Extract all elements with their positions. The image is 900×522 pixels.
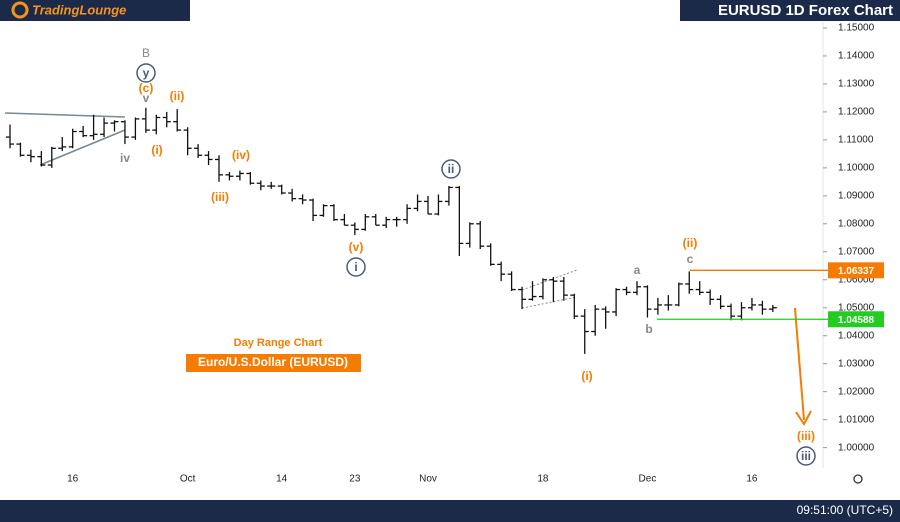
wave-label: b xyxy=(645,322,652,336)
level-box xyxy=(828,311,884,328)
level-label: 1.04588 xyxy=(838,315,875,326)
y-tick-label: 1.02000 xyxy=(838,386,875,397)
logo: TradingLounge xyxy=(32,2,126,17)
x-tick-label: 16 xyxy=(67,474,79,485)
logo-band xyxy=(0,0,190,21)
trend-line xyxy=(4,112,126,118)
y-tick-label: 1.09000 xyxy=(838,190,875,201)
y-tick-label: 1.01000 xyxy=(838,414,875,425)
y-tick-label: 1.08000 xyxy=(838,218,875,229)
wave-label: (i) xyxy=(581,369,592,383)
wave-label: iv xyxy=(120,151,130,165)
x-tick-label: Dec xyxy=(639,474,657,485)
wave-label: (iii) xyxy=(797,429,815,443)
wave-label: (v) xyxy=(349,240,364,254)
y-tick-label: 1.06000 xyxy=(838,274,875,285)
y-tick-label: 1.14000 xyxy=(838,51,875,62)
chart-title: EURUSD 1D Forex Chart xyxy=(718,2,893,19)
triangle xyxy=(4,112,126,166)
time: 09:51:00 (UTC+5) xyxy=(797,503,893,517)
wave-label: (i) xyxy=(151,143,162,157)
wave-label: iii xyxy=(801,449,811,463)
y-tick-label: 1.07000 xyxy=(838,246,875,257)
y-tick-label: 1.05000 xyxy=(838,302,875,313)
wave-label: c xyxy=(687,252,694,266)
logo-icon xyxy=(11,1,29,19)
subtitle: Day Range Chart xyxy=(234,337,323,349)
level-label: 1.06337 xyxy=(838,266,875,277)
channel-line xyxy=(521,296,578,309)
level-box xyxy=(828,262,884,279)
wave-label: ii xyxy=(448,162,455,176)
instrument: Euro/U.S.Dollar (EURUSD) xyxy=(198,355,348,369)
wave-label: (iv) xyxy=(232,148,250,162)
y-tick-label: 1.04000 xyxy=(838,330,875,341)
wave-label: (c) xyxy=(139,81,154,95)
y-tick-label: 1.15000 xyxy=(838,23,875,34)
wave-label: v xyxy=(143,91,150,105)
x-tick-label: 14 xyxy=(276,474,288,485)
title-band xyxy=(680,0,900,21)
trend-line xyxy=(39,129,126,166)
settings-icon[interactable] xyxy=(853,474,863,484)
wave-circle xyxy=(441,159,461,179)
y-tick-label: 1.11000 xyxy=(838,135,874,146)
wave-circle xyxy=(796,446,816,466)
y-tick-label: 1.03000 xyxy=(838,358,875,369)
arrow-head xyxy=(795,410,812,426)
x-tick-label: 16 xyxy=(746,474,758,485)
y-tick-label: 1.10000 xyxy=(838,162,875,173)
wave-label: B xyxy=(142,46,150,60)
arrow-line xyxy=(794,307,805,421)
y-tick-label: 1.12000 xyxy=(838,107,875,118)
x-tick-label: Oct xyxy=(180,474,196,485)
wave-circle xyxy=(136,63,156,83)
wave-circle xyxy=(346,257,366,277)
wave-label: (iii) xyxy=(211,190,229,204)
wave-label: a xyxy=(634,263,641,277)
x-tick-label: Nov xyxy=(419,474,437,485)
wave-label: i xyxy=(354,260,357,274)
x-tick-label: 18 xyxy=(537,474,549,485)
projection-arrow xyxy=(794,307,812,426)
footer-band xyxy=(0,500,900,522)
wave-label: (ii) xyxy=(170,89,185,103)
y-tick-label: 1.13000 xyxy=(838,79,875,90)
y-tick-label: 1.00000 xyxy=(838,442,875,453)
wave-label: (ii) xyxy=(683,236,698,250)
x-tick-label: 23 xyxy=(349,474,361,485)
wave-label: y xyxy=(143,66,150,80)
instrument-box xyxy=(186,354,361,372)
